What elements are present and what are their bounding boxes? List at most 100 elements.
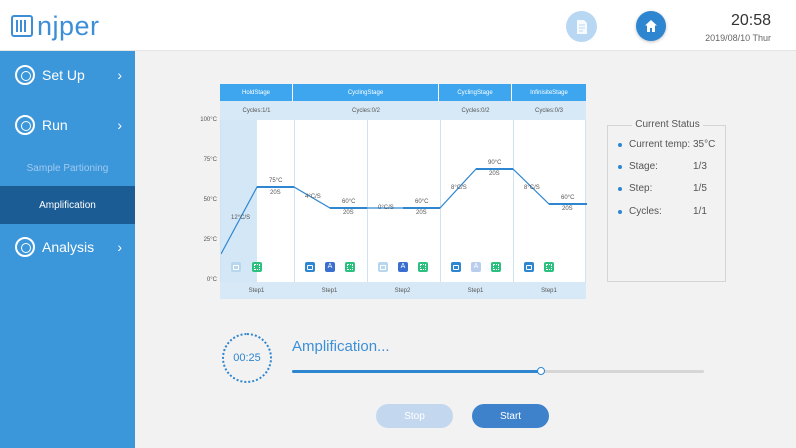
- sidebar-item-label: Set Up: [42, 67, 85, 83]
- step-temp-label: 60°C: [415, 199, 429, 205]
- clock: 20:58 2019/08/10 Thur: [705, 12, 771, 43]
- progress-bar: [292, 367, 704, 375]
- sidebar-item-label: Run: [42, 117, 68, 133]
- stage-label: CyclingStage: [439, 84, 512, 101]
- y-tick-label: 100°C: [200, 117, 217, 123]
- camera-icon[interactable]: [231, 262, 241, 272]
- status-key: Current temp:: [629, 139, 691, 150]
- cycles-label: Cycles:0/3: [534, 107, 563, 114]
- status-row-step: Step: 1/5: [618, 183, 723, 197]
- grid-icon[interactable]: [491, 262, 501, 272]
- a-icon[interactable]: A: [398, 262, 408, 272]
- sidebar-item-run[interactable]: Run ›: [0, 101, 135, 149]
- chevron-right-icon: ›: [117, 67, 122, 83]
- status-key: Step:: [629, 183, 653, 194]
- a-icon[interactable]: A: [325, 262, 335, 272]
- run-icon: [15, 115, 35, 135]
- step-label: Step1: [321, 287, 338, 294]
- stage-label: InfinisiteStage: [530, 89, 568, 96]
- y-tick-label: 25°C: [203, 237, 217, 243]
- step-label: Step2: [394, 287, 411, 294]
- step-label: Step1: [248, 287, 265, 294]
- active-step-highlight: [221, 120, 257, 282]
- cycles-label: Cycles:0/2: [351, 107, 380, 114]
- temperature-line: [221, 168, 587, 255]
- step-divider: [367, 120, 368, 282]
- clock-time: 20:58: [730, 12, 771, 29]
- stage-divider: [294, 120, 295, 282]
- temperature-plot: 12°C/S 75°C 20S 4°C/S 60°C 20S 0°C/S 60°…: [220, 120, 587, 282]
- ramp-rate-label: 8°C/S: [451, 185, 467, 191]
- step-temp-label: 60°C: [342, 199, 356, 205]
- sidebar-subitem-sample-partioning[interactable]: Sample Partioning: [0, 150, 135, 186]
- step-footer: Step1 Step1 Step2 Step1 Step1: [220, 282, 586, 299]
- status-title: Current Status: [608, 119, 727, 136]
- stage-divider: [513, 120, 514, 282]
- clock-date: 2019/08/10 Thur: [705, 33, 771, 43]
- stop-button[interactable]: Stop: [376, 404, 453, 428]
- step-temp-label: 90°C: [488, 160, 502, 166]
- status-value: 1/1: [693, 206, 707, 217]
- status-row-temp: Current temp: 35°C: [618, 139, 723, 153]
- cycles-label: Cycles:1/1: [242, 107, 271, 114]
- ramp-rate-label: 4°C/S: [305, 194, 321, 200]
- camera-icon[interactable]: [378, 262, 388, 272]
- home-icon: [645, 20, 657, 32]
- thermal-profile: 100°C 75°C 50°C 25°C 0°C HoldStage Cycli…: [195, 84, 589, 300]
- logo-mark: [11, 15, 33, 37]
- grid-icon[interactable]: [418, 262, 428, 272]
- ramp-rate-label: 12°C/S: [231, 215, 251, 221]
- document-icon: [576, 19, 587, 34]
- sidebar-subitem-amplification[interactable]: Amplification: [0, 186, 135, 224]
- step-time-label: 20S: [270, 190, 281, 196]
- step-temp-label: 60°C: [561, 195, 575, 201]
- document-button[interactable]: [566, 11, 597, 42]
- header-bar: njper 20:58 2019/08/10 Thur: [0, 0, 796, 51]
- sidebar-item-analysis[interactable]: Analysis ›: [0, 223, 135, 271]
- step-time-label: 20S: [489, 171, 500, 177]
- step-label: Step1: [467, 287, 484, 294]
- progress-knob: [537, 367, 546, 375]
- grid-icon[interactable]: [345, 262, 355, 272]
- status-value: 35°C: [693, 139, 716, 150]
- a-icon[interactable]: A: [471, 262, 481, 272]
- ramp-rate-label: 8°C/S: [524, 185, 540, 191]
- chevron-right-icon: ›: [117, 239, 122, 255]
- cycles-header: Cycles:1/1 Cycles:0/2 Cycles:0/2 Cycles:…: [220, 101, 586, 120]
- start-button[interactable]: Start: [472, 404, 549, 428]
- y-tick-label: 0°C: [206, 277, 217, 283]
- bullet-icon: [618, 165, 622, 169]
- status-key: Cycles:: [629, 206, 662, 217]
- current-status-panel: Current Status Current temp: 35°C Stage:…: [607, 119, 727, 282]
- chevron-right-icon: ›: [117, 117, 122, 133]
- status-row-cycles: Cycles: 1/1: [618, 206, 723, 220]
- status-title-text: Current Status: [632, 119, 703, 130]
- step-time-label: 20S: [562, 206, 573, 212]
- step-temp-label: 75°C: [269, 178, 283, 184]
- sidebar-item-setup[interactable]: Set Up ›: [0, 51, 135, 99]
- app-logo: njper: [11, 11, 100, 41]
- progress-fill: [292, 370, 542, 373]
- logo-text: njper: [37, 11, 100, 41]
- grid-icon[interactable]: [544, 262, 554, 272]
- bullet-icon: [618, 143, 622, 147]
- sidebar: Set Up › Run › Sample Partioning Amplifi…: [0, 51, 135, 448]
- camera-icon[interactable]: [305, 262, 315, 272]
- progress-label: Amplification...: [292, 338, 390, 355]
- cycles-label: Cycles:0/2: [461, 107, 490, 114]
- camera-icon[interactable]: [451, 262, 461, 272]
- stage-divider: [440, 120, 441, 282]
- stage-label: HoldStage: [220, 84, 293, 101]
- elapsed-timer: 00:25: [222, 333, 272, 383]
- step-time-label: 20S: [343, 210, 354, 216]
- home-button[interactable]: [636, 11, 666, 41]
- stage-label: CyclingStage: [293, 84, 439, 101]
- step-time-label: 20S: [416, 210, 427, 216]
- setup-icon: [15, 65, 35, 85]
- y-tick-label: 75°C: [203, 157, 217, 163]
- grid-icon[interactable]: [252, 262, 262, 272]
- stage-header: HoldStage CyclingStage CyclingStage Infi…: [220, 84, 586, 101]
- camera-icon[interactable]: [524, 262, 534, 272]
- bullet-icon: [618, 187, 622, 191]
- status-value: 1/5: [693, 183, 707, 194]
